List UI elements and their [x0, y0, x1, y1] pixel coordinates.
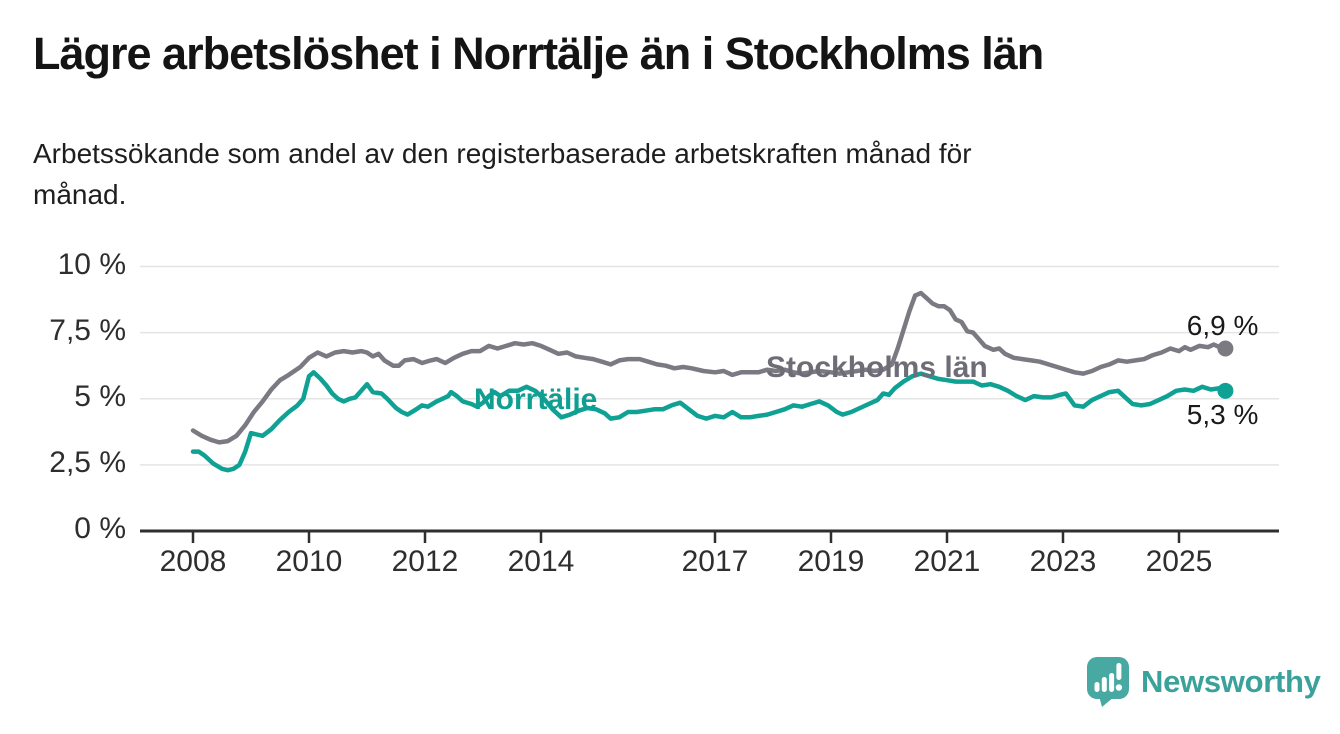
x-axis-tick-label: 2023: [1029, 545, 1097, 578]
newsworthy-logo-text: Newsworthy: [1141, 664, 1321, 699]
series-end-dot-norrtalje: [1217, 382, 1234, 399]
y-axis-tick-label: 10 %: [57, 247, 126, 281]
x-axis-tick-label: 2010: [275, 545, 343, 578]
x-axis-tick-label: 2014: [507, 545, 575, 578]
x-axis-tick-label: 2017: [681, 545, 749, 578]
newsworthy-logo: Newsworthy: [1086, 656, 1321, 708]
y-axis-tick-label: 7,5 %: [49, 313, 126, 347]
page-title: Lägre arbetslöshet i Norrtälje än i Stoc…: [33, 28, 1044, 79]
series-line-stockholms-lan: [190, 290, 1228, 445]
x-axis-tick-label: 2012: [391, 545, 459, 578]
y-axis-tick-label: 2,5 %: [49, 445, 126, 479]
x-axis-tick-label: 2025: [1145, 545, 1213, 578]
x-axis-tick-label: 2008: [159, 545, 227, 578]
series-label-stockholms-lan: Stockholms län: [766, 351, 988, 384]
series-end-dot-stockholms-lan: [1217, 340, 1234, 357]
y-axis-tick-label: 0 %: [74, 512, 126, 545]
x-axis-tick-label: 2019: [797, 545, 865, 578]
y-axis-tick-label: 5 %: [74, 379, 126, 413]
end-value-label-norrtalje: 5,3 %: [1186, 398, 1259, 430]
series-line-norrtalje: [190, 370, 1228, 473]
chart-subtitle: Arbetssökande som andel av den registerb…: [33, 138, 972, 210]
newsworthy-logo-icon: [1087, 657, 1129, 707]
end-value-label-stockholms-lan: 6,9 %: [1186, 310, 1259, 342]
series-label-norrtalje: Norrtälje: [474, 383, 598, 416]
x-axis-tick-label: 2021: [913, 545, 981, 578]
